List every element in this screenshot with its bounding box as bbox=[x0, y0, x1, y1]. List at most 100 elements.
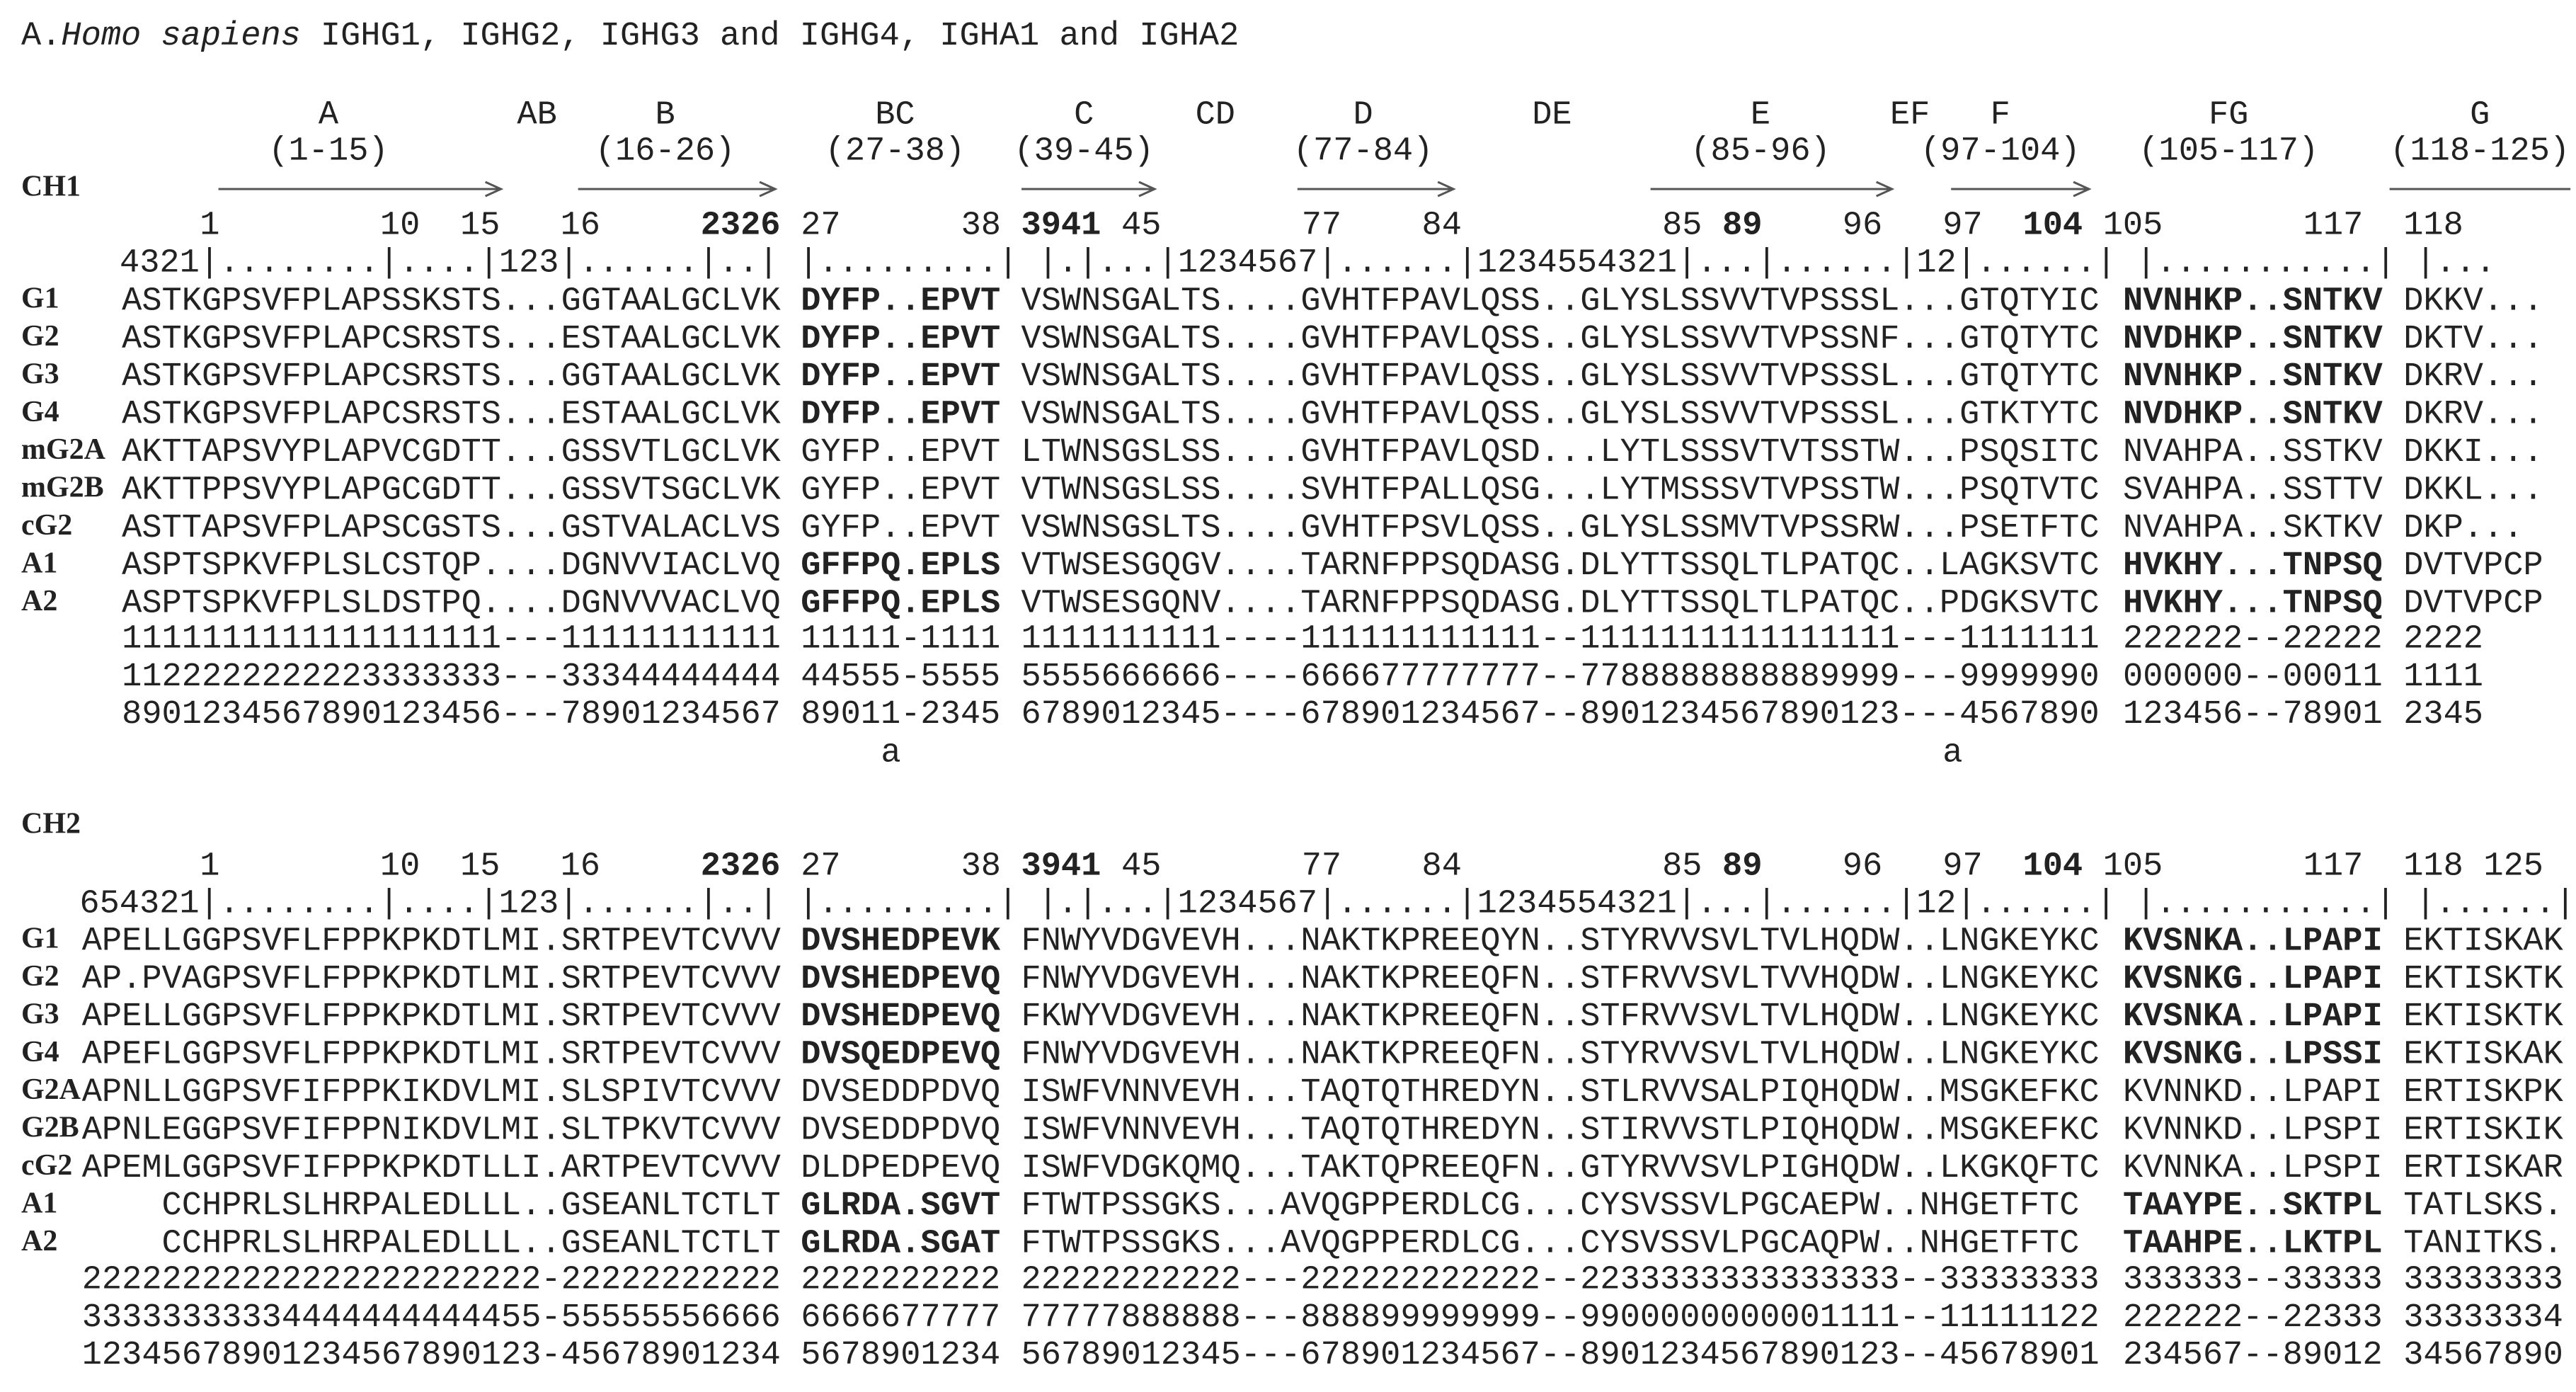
position-number: 27 bbox=[801, 207, 840, 244]
sequence-segment: 5678901234 bbox=[801, 1337, 1000, 1374]
row-label: G2 bbox=[21, 960, 59, 993]
sequence-segment: FNWYVDGVEVH...NAKTKPREEQYN..STYRVVSVLTVL… bbox=[1021, 923, 2100, 960]
position-number: 97 bbox=[1942, 848, 1982, 885]
row-label: mG2B bbox=[21, 472, 104, 504]
sequence-segment: 11111-1111 bbox=[801, 620, 1000, 658]
strand-range: (105-117) bbox=[2139, 132, 2318, 170]
title-species: Homo sapiens bbox=[61, 18, 300, 55]
position-number: 85 bbox=[1662, 207, 1702, 244]
sequence-segment: 77777888888---888899999999--990000000000… bbox=[1021, 1299, 2100, 1337]
strand-label: C bbox=[1074, 96, 1094, 134]
position-number: 3941 bbox=[1021, 848, 1101, 885]
footnote-mark: a bbox=[881, 734, 900, 772]
position-number: 45 bbox=[1121, 207, 1161, 244]
sequence-segment: KVSNKA..LPAPI bbox=[2123, 998, 2383, 1036]
sequence-segment: 6666677777 bbox=[801, 1299, 1000, 1337]
sequence-segment: DKKV... bbox=[2403, 283, 2543, 320]
sequence-segment: NVAHPA..SKTKV bbox=[2123, 510, 2383, 547]
sequence-segment: CCHPRLSLHRPALEDLLL..GSEANLTCTLT bbox=[162, 1187, 781, 1225]
position-number: 84 bbox=[1422, 207, 1462, 244]
strand-label: G bbox=[2470, 96, 2490, 134]
sequence-segment: KVNNKD..LPSPI bbox=[2123, 1112, 2383, 1149]
ruler: 654321|........|....|123|......|..| |...… bbox=[79, 885, 2575, 923]
sequence-segment: 1122222222223333333---33344444444 bbox=[122, 658, 781, 696]
sequence-segment: GLRDA.SGVT bbox=[801, 1187, 1000, 1225]
sequence-segment: TAAHPE..LKTPL bbox=[2123, 1226, 2383, 1263]
position-number: 16 bbox=[561, 207, 600, 244]
sequence-segment: DVSHEDPEVK bbox=[801, 923, 1001, 960]
position-number: 15 bbox=[460, 848, 500, 885]
arrow-head bbox=[1876, 181, 1895, 198]
position-number: 38 bbox=[961, 207, 1001, 244]
sequence-segment: 22222222222222222222222-22222222222 bbox=[82, 1261, 781, 1299]
sequence-segment: 222222--22333 bbox=[2123, 1299, 2383, 1337]
strand-label: D bbox=[1353, 96, 1373, 134]
strand-range: (1-15) bbox=[268, 132, 388, 170]
sequence-segment: ASPTSPKVFPLSLCSTQP....DGNVVIACLVQ bbox=[122, 547, 781, 585]
arrow-head bbox=[759, 181, 778, 198]
sequence-segment: DKRV... bbox=[2403, 397, 2543, 434]
sequence-segment: ERTISKAR bbox=[2403, 1150, 2563, 1187]
sequence-segment: DYFP..EPVT bbox=[801, 358, 1000, 396]
sequence-segment: NVDHKP..SNTKV bbox=[2123, 397, 2383, 434]
sequence-segment: FNWYVDGVEVH...NAKTKPREEQFN..STYRVVSVLTVL… bbox=[1021, 1037, 2100, 1074]
ruler: 4321|........|....|123|......|..| |.....… bbox=[120, 244, 2495, 282]
position-number: 77 bbox=[1302, 207, 1341, 244]
row-label: cG2 bbox=[21, 1149, 72, 1182]
row-label: G3 bbox=[21, 998, 59, 1030]
row-label: G2B bbox=[21, 1112, 79, 1144]
sequence-segment: GFFPQ.EPLS bbox=[801, 586, 1000, 623]
sequence-segment: ASTKGPSVFPLAPCSRSTS...ESTAALGCLVK bbox=[122, 397, 782, 434]
sequence-segment: NVNHKP..SNTKV bbox=[2123, 283, 2383, 320]
strand-label: A bbox=[319, 96, 339, 134]
sequence-segment: SVAHPA..SSTTV bbox=[2123, 472, 2383, 509]
sequence-segment: DLDPEDPEVQ bbox=[801, 1150, 1000, 1187]
sequence-segment: 6789012345----678901234567--890123456789… bbox=[1021, 696, 2100, 734]
arrow-head bbox=[1138, 181, 1157, 198]
position-number: 118 bbox=[2403, 848, 2463, 885]
sequence-segment: DVSHEDPEVQ bbox=[801, 961, 1000, 998]
sequence-segment: DVTVPCP bbox=[2403, 547, 2543, 585]
arrow-head bbox=[1437, 181, 1456, 198]
sequence-segment: ISWFVNNVEVH...TAQTQTHREDYN..STLRVVSALPIQ… bbox=[1021, 1074, 2100, 1112]
position-number: 97 bbox=[1942, 207, 1982, 244]
sequence-segment: KVSNKG..LPSSI bbox=[2123, 1037, 2383, 1074]
sequence-segment: 1111 bbox=[2403, 658, 2483, 696]
figure-title: A.Homo sapiens IGHG1, IGHG2, IGHG3 and IG… bbox=[21, 18, 1239, 55]
sequence-segment: 44555-5555 bbox=[801, 658, 1000, 696]
sequence-segment: 56789012345---678901234567--890123456789… bbox=[1021, 1337, 2100, 1374]
sequence-segment: DKKL... bbox=[2403, 472, 2543, 509]
sequence-segment: ISWFVNNVEVH...TAQTQTHREDYN..STIRVVSTLPIQ… bbox=[1021, 1112, 2100, 1149]
sequence-segment: DVSEDDPDVQ bbox=[801, 1074, 1000, 1112]
position-number: 105 bbox=[2103, 207, 2163, 244]
sequence-segment: 1111111111----111111111111--111111111111… bbox=[1021, 620, 2100, 658]
position-number: 89 bbox=[1722, 848, 1762, 885]
sequence-segment: 234567--89012 bbox=[2123, 1337, 2383, 1374]
sequence-segment: AKTTPPSVYPLAPGCGDTT...GSSVTSGCLVK bbox=[122, 472, 782, 509]
sequence-segment: VTWSESGQGV....TARNFPPSQDASG.DLYTTSSQLTLP… bbox=[1021, 547, 2100, 585]
sequence-segment: NVNHKP..SNTKV bbox=[2123, 358, 2383, 396]
sequence-segment: 33333333334444444444455-55555556666 bbox=[82, 1299, 781, 1337]
sequence-segment: 2345 bbox=[2403, 696, 2483, 734]
sequence-segment: FNWYVDGVEVH...NAKTKPREEQFN..STFRVVSVLTVV… bbox=[1021, 961, 2100, 998]
sequence-segment: ASTKGPSVFPLAPCSRSTS...GGTAALGCLVK bbox=[122, 358, 782, 396]
sequence-segment: APEFLGGPSVFLFPPKPKDTLMI.SRTPEVTCVVV bbox=[82, 1037, 781, 1074]
sequence-segment: DVSQEDPEVQ bbox=[801, 1037, 1000, 1074]
strand-label: AB bbox=[517, 96, 556, 134]
sequence-segment: ASTKGPSVFPLAPCSRSTS...ESTAALGCLVK bbox=[122, 321, 782, 358]
strand-label: CD bbox=[1196, 96, 1235, 134]
strand-label: BC bbox=[875, 96, 915, 134]
position-number: 3941 bbox=[1021, 207, 1101, 244]
sequence-segment: 12345678901234567890123-45678901234 bbox=[82, 1337, 781, 1374]
sequence-segment: DVSHEDPEVQ bbox=[801, 998, 1000, 1036]
section-label: CH2 bbox=[21, 808, 81, 840]
footnote-mark: a bbox=[1942, 734, 1962, 772]
sequence-segment: DKP... bbox=[2403, 510, 2523, 547]
strand-range: (27-38) bbox=[825, 132, 965, 170]
sequence-segment: KVNNKA..LPSPI bbox=[2123, 1150, 2383, 1187]
sequence-segment: GLRDA.SGAT bbox=[801, 1226, 1000, 1263]
sequence-segment: TAAYPE..SKTPL bbox=[2123, 1187, 2383, 1225]
section-label: CH1 bbox=[21, 171, 81, 203]
sequence-segment: APEMLGGPSVFIFPPKPKDTLLI.ARTPEVTCVVV bbox=[82, 1150, 781, 1187]
